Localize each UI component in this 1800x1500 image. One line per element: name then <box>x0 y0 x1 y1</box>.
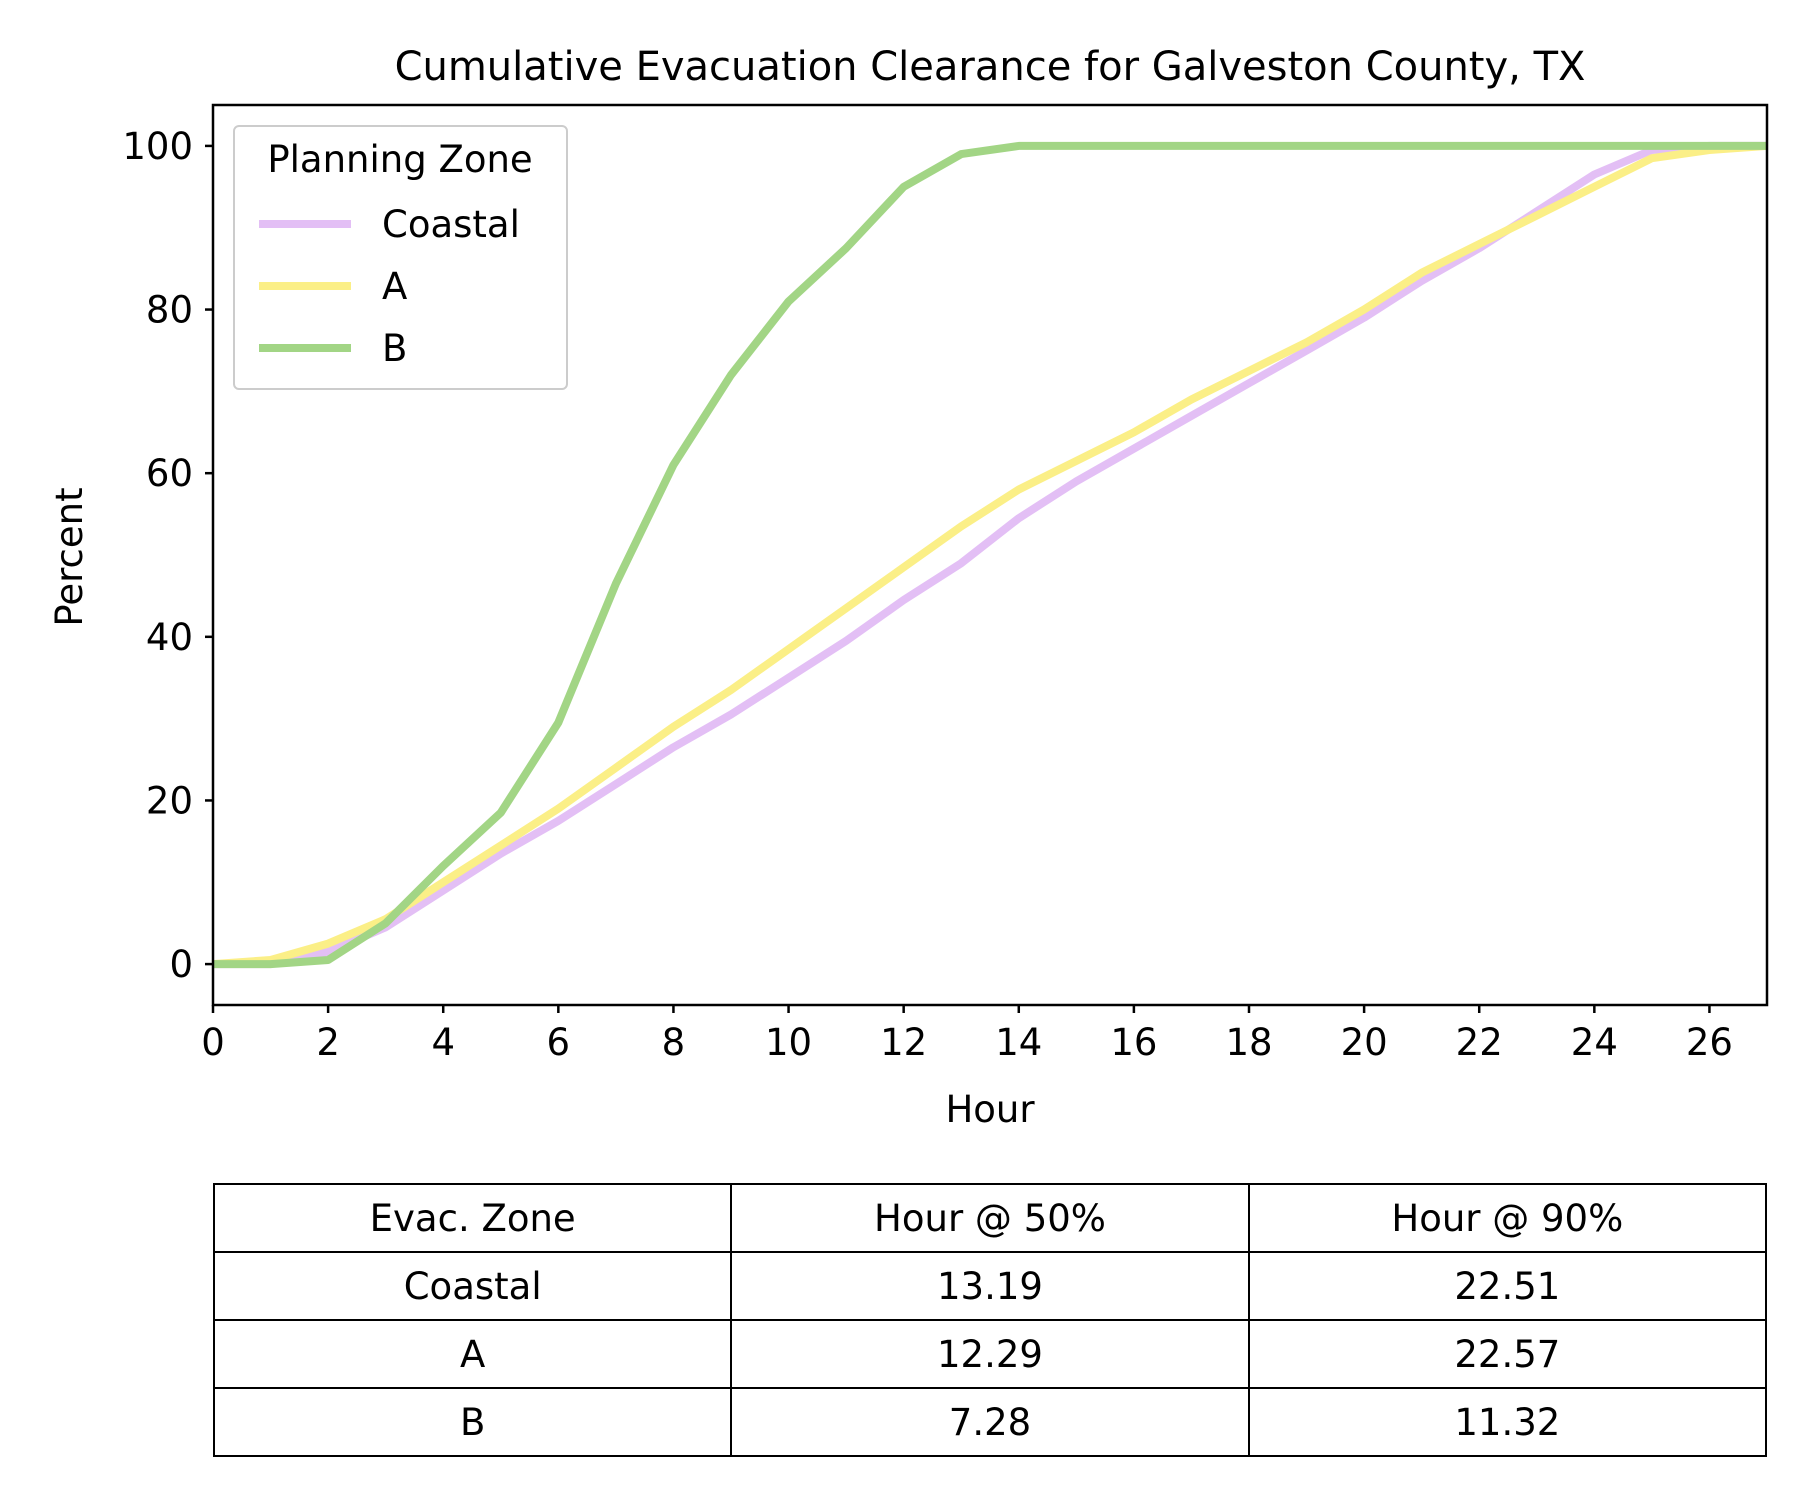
table-cell-hour-90: 22.51 <box>1247 1251 1768 1321</box>
series-line-a <box>212 141 1768 969</box>
x-tick-label: 22 <box>1456 1021 1503 1064</box>
plot-frame <box>211 103 1769 1007</box>
y-tick-label: 40 <box>146 616 193 659</box>
legend-label-b: B <box>382 327 407 370</box>
table-cell-hour-50: 13.19 <box>730 1251 1250 1321</box>
table-cell-zone: B <box>212 1387 733 1457</box>
legend-label-a: A <box>382 265 407 308</box>
x-tick-label: 18 <box>1225 1021 1272 1064</box>
header-evac-zone: Evac. Zone <box>212 1183 733 1253</box>
y-axis-label: Percent <box>48 487 91 626</box>
table-cell-zone: A <box>212 1319 733 1389</box>
x-tick-label: 24 <box>1571 1021 1618 1064</box>
y-tick-label: 100 <box>122 125 193 168</box>
table-cell-hour-90: 11.32 <box>1247 1387 1768 1457</box>
y-tick-label: 20 <box>146 779 193 822</box>
x-tick-label: 0 <box>201 1021 225 1064</box>
x-axis-ticks: 0 2 4 6 8 10 12 14 16 18 20 22 24 26 <box>201 1005 1733 1064</box>
x-axis-label: Hour <box>945 1088 1035 1131</box>
header-hour-50: Hour @ 50% <box>730 1183 1250 1253</box>
y-tick-label: 60 <box>146 452 193 495</box>
x-tick-label: 26 <box>1686 1021 1733 1064</box>
header-hour-90: Hour @ 90% <box>1247 1183 1768 1253</box>
x-tick-label: 6 <box>547 1021 571 1064</box>
series-lines <box>212 141 1768 969</box>
x-tick-label: 2 <box>316 1021 340 1064</box>
series-line-b <box>213 141 1767 969</box>
y-tick-label: 80 <box>146 289 193 332</box>
x-tick-label: 12 <box>880 1021 927 1064</box>
chart-title: Cumulative Evacuation Clearance for Galv… <box>395 44 1586 90</box>
legend-entries: Coastal AB <box>259 203 520 370</box>
table-cell-hour-50: 7.28 <box>730 1387 1250 1457</box>
x-tick-label: 10 <box>765 1021 812 1064</box>
x-tick-label: 8 <box>662 1021 686 1064</box>
evacuation-chart: Cumulative Evacuation Clearance for Galv… <box>48 44 1769 1131</box>
table-cell-hour-90: 22.57 <box>1247 1319 1768 1389</box>
x-tick-label: 16 <box>1110 1021 1157 1064</box>
table-row: B 7.28 11.32 <box>212 1387 1768 1457</box>
x-tick-label: 4 <box>431 1021 455 1064</box>
table-cell-hour-50: 12.29 <box>730 1319 1250 1389</box>
table-header-row: Evac. Zone Hour @ 50% Hour @ 90% <box>212 1183 1768 1253</box>
table-row: Coastal 13.19 22.51 <box>212 1251 1768 1321</box>
legend-title: Planning Zone <box>267 138 532 181</box>
table-cell-zone: Coastal <box>212 1251 733 1321</box>
clearance-summary-table: Evac. Zone Hour @ 50% Hour @ 90% Coastal… <box>212 1183 1768 1457</box>
table-row: A 12.29 22.57 <box>212 1319 1768 1389</box>
y-axis-ticks: 0 20 40 60 80 100 <box>122 125 213 986</box>
y-tick-label: 0 <box>169 943 193 986</box>
legend-label-coastal: Coastal <box>382 203 520 246</box>
legend: Planning Zone Coastal AB <box>233 125 568 390</box>
x-tick-label: 14 <box>995 1021 1042 1064</box>
x-tick-label: 20 <box>1341 1021 1388 1064</box>
legend-box <box>233 125 568 390</box>
